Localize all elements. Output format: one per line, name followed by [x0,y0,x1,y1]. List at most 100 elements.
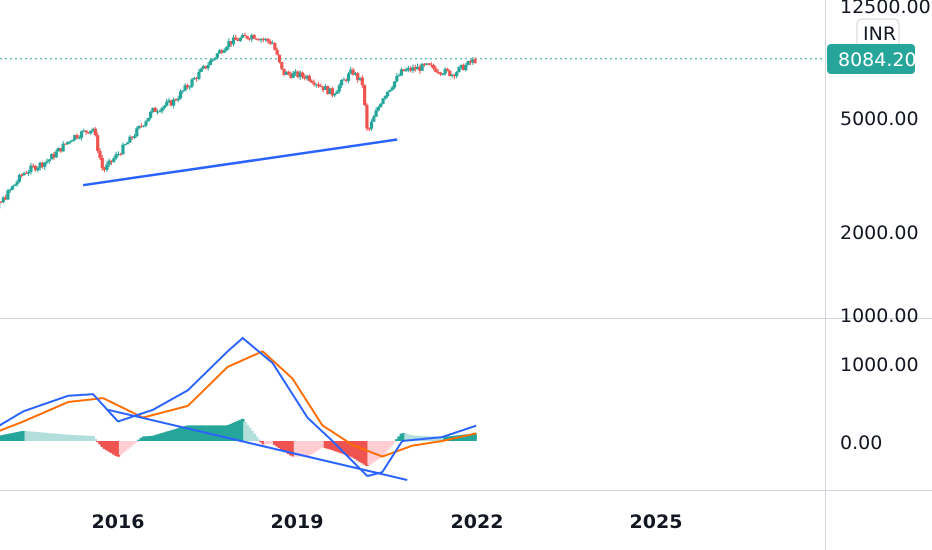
macd-tick-label: 1000.00 [840,354,919,376]
macd-histogram-bar [33,431,38,441]
macd-histogram-bar [263,441,268,445]
candle-body [349,69,353,74]
macd-histogram-bar [238,419,243,441]
macd-histogram-bar [273,441,277,446]
candle-body [109,160,114,162]
price-tick-label: 2000.00 [840,222,919,244]
macd-histogram-bar [38,432,42,441]
candle-body [47,159,51,162]
macd-histogram-bar [250,430,254,441]
candle-body [22,173,26,176]
candle-body [231,37,236,45]
macd-histogram-bar [197,425,201,441]
candle-body [93,128,97,136]
macd-histogram-bar [82,435,86,441]
currency-badge[interactable]: INR [856,18,900,49]
candle-body [259,38,263,41]
macd-histogram-bar [183,426,187,441]
candle-body [100,157,104,169]
macd-histogram-bar [130,441,134,446]
macd-histogram-bar [22,430,26,441]
macd-histogram-bar [84,435,88,441]
candle-body [455,72,459,77]
macd-histogram-bar [351,441,355,458]
macd-histogram-bar [277,441,282,449]
price-tick-label: 1000.00 [840,305,919,327]
candle-body [121,144,125,155]
macd-histogram-bar [342,441,346,455]
macd-histogram-bar [134,441,139,442]
macd-histogram-bar [109,441,114,454]
candle-body [20,174,24,176]
macd-histogram-bar [443,436,447,441]
macd-histogram-bar [125,441,130,450]
candle-body [330,88,335,96]
candle-body [402,69,406,72]
candle-body [298,72,302,78]
candle-body [342,79,346,81]
candle-body [441,73,445,75]
macd-histogram-bar [88,435,93,441]
macd-histogram-bar [404,433,408,441]
candle-body [337,85,341,92]
macd-histogram-bar [160,433,164,441]
candle-body [266,38,270,42]
candle-body [291,73,295,78]
candle-body [376,107,381,111]
candle-body [192,77,196,80]
macd-histogram-bar [468,433,473,441]
macd-histogram-bar [13,432,17,441]
macd-histogram-bar [26,431,31,441]
macd-histogram-bar [275,441,279,447]
candle-body [270,43,275,45]
macd-tick-label: 0.00 [840,432,882,454]
macd-pane[interactable] [0,336,477,481]
macd-histogram-bar [215,425,220,441]
candle-body [128,136,132,143]
macd-histogram-bar [17,431,22,441]
candle-body [204,65,208,69]
candle-body [358,77,362,80]
macd-histogram-bar [10,433,15,441]
macd-histogram-bar [401,433,406,441]
candle-body [289,73,293,78]
candle-body [4,197,8,200]
macd-histogram-bar [153,435,158,441]
macd-histogram-bar [77,435,82,441]
candle-body [222,50,226,53]
candle-body [374,110,378,117]
candle-body [142,125,146,127]
candle-body [365,104,369,129]
macd-histogram-bar [116,441,121,457]
macd-histogram-bar [111,441,116,455]
macd-histogram-bar [72,435,77,441]
candle-body [144,121,148,126]
candle-body [70,140,74,142]
candle-body [367,128,371,130]
candle-body [10,186,15,190]
macd-histogram-bar [470,433,475,441]
candle-body [379,103,383,108]
candle-body [310,80,314,83]
price-pane[interactable] [0,32,825,257]
macd-histogram-bar [406,434,411,441]
macd-histogram-bar [123,441,128,452]
candle-body [473,59,477,63]
candle-body [68,141,72,143]
candle-body [224,47,229,51]
candle-body [303,76,307,79]
candle-body [178,91,183,99]
candle-body [344,79,348,81]
macd-histogram-bar [307,441,312,456]
time-tick-label: 2016 [92,511,145,533]
candle-body [450,74,454,77]
candle-body [287,71,291,74]
candle-body [79,131,84,138]
candle-body [243,34,247,37]
macd-histogram-bar [367,441,372,466]
candle-body [215,53,219,58]
candle-body [31,165,35,167]
macd-histogram-bar [24,431,29,441]
macd-histogram-bar [144,436,148,441]
